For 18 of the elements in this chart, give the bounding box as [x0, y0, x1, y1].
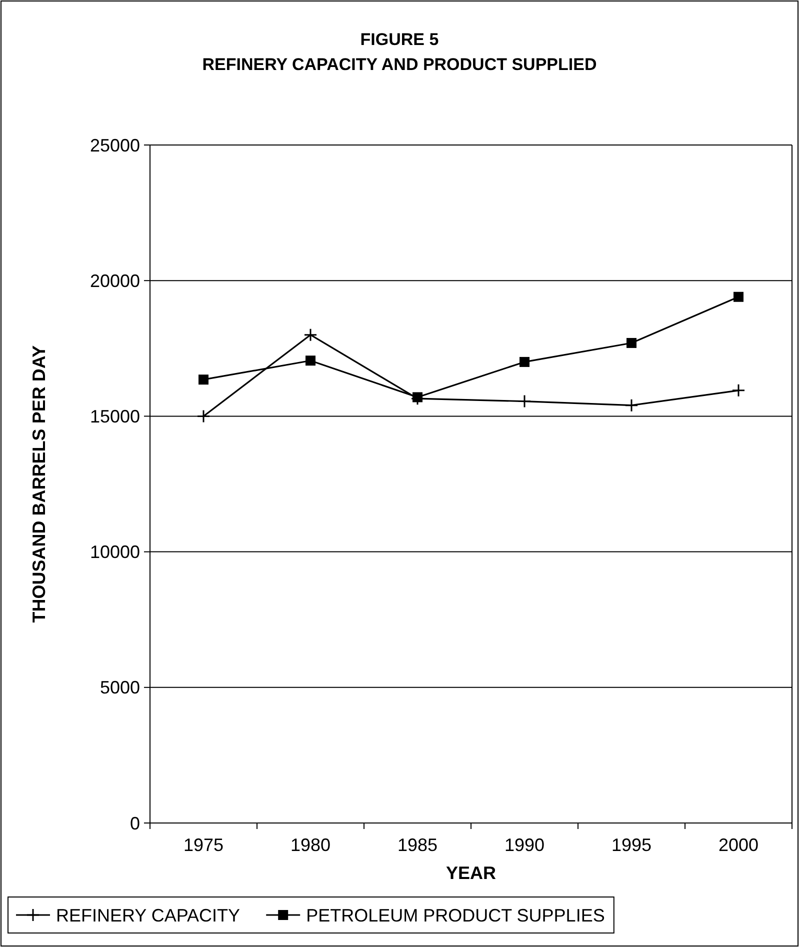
x-tick-label: 1995	[611, 835, 652, 855]
x-tick-label: 2000	[718, 835, 759, 855]
y-tick-label: 5000	[100, 678, 140, 698]
x-axis-title: YEAR	[446, 863, 496, 883]
x-tick-label: 1980	[290, 835, 331, 855]
y-axis-title: THOUSAND BARRELS PER DAY	[29, 345, 49, 623]
y-tick-label: 25000	[90, 135, 140, 156]
y-tick-label: 10000	[90, 542, 140, 562]
chart-title: FIGURE 5	[360, 30, 439, 49]
x-tick-label: 1990	[504, 835, 545, 855]
y-tick-label: 0	[130, 813, 140, 834]
y-tick-label: 20000	[90, 270, 140, 291]
x-tick-label: 1985	[397, 835, 438, 855]
chart-subtitle: REFINERY CAPACITY AND PRODUCT SUPPLIED	[202, 55, 597, 74]
x-tick-label: 1975	[183, 835, 224, 855]
legend-label: REFINERY CAPACITY	[56, 905, 240, 926]
y-tick-label: 15000	[90, 406, 140, 426]
legend-label: PETROLEUM PRODUCT SUPPLIES	[306, 905, 605, 926]
